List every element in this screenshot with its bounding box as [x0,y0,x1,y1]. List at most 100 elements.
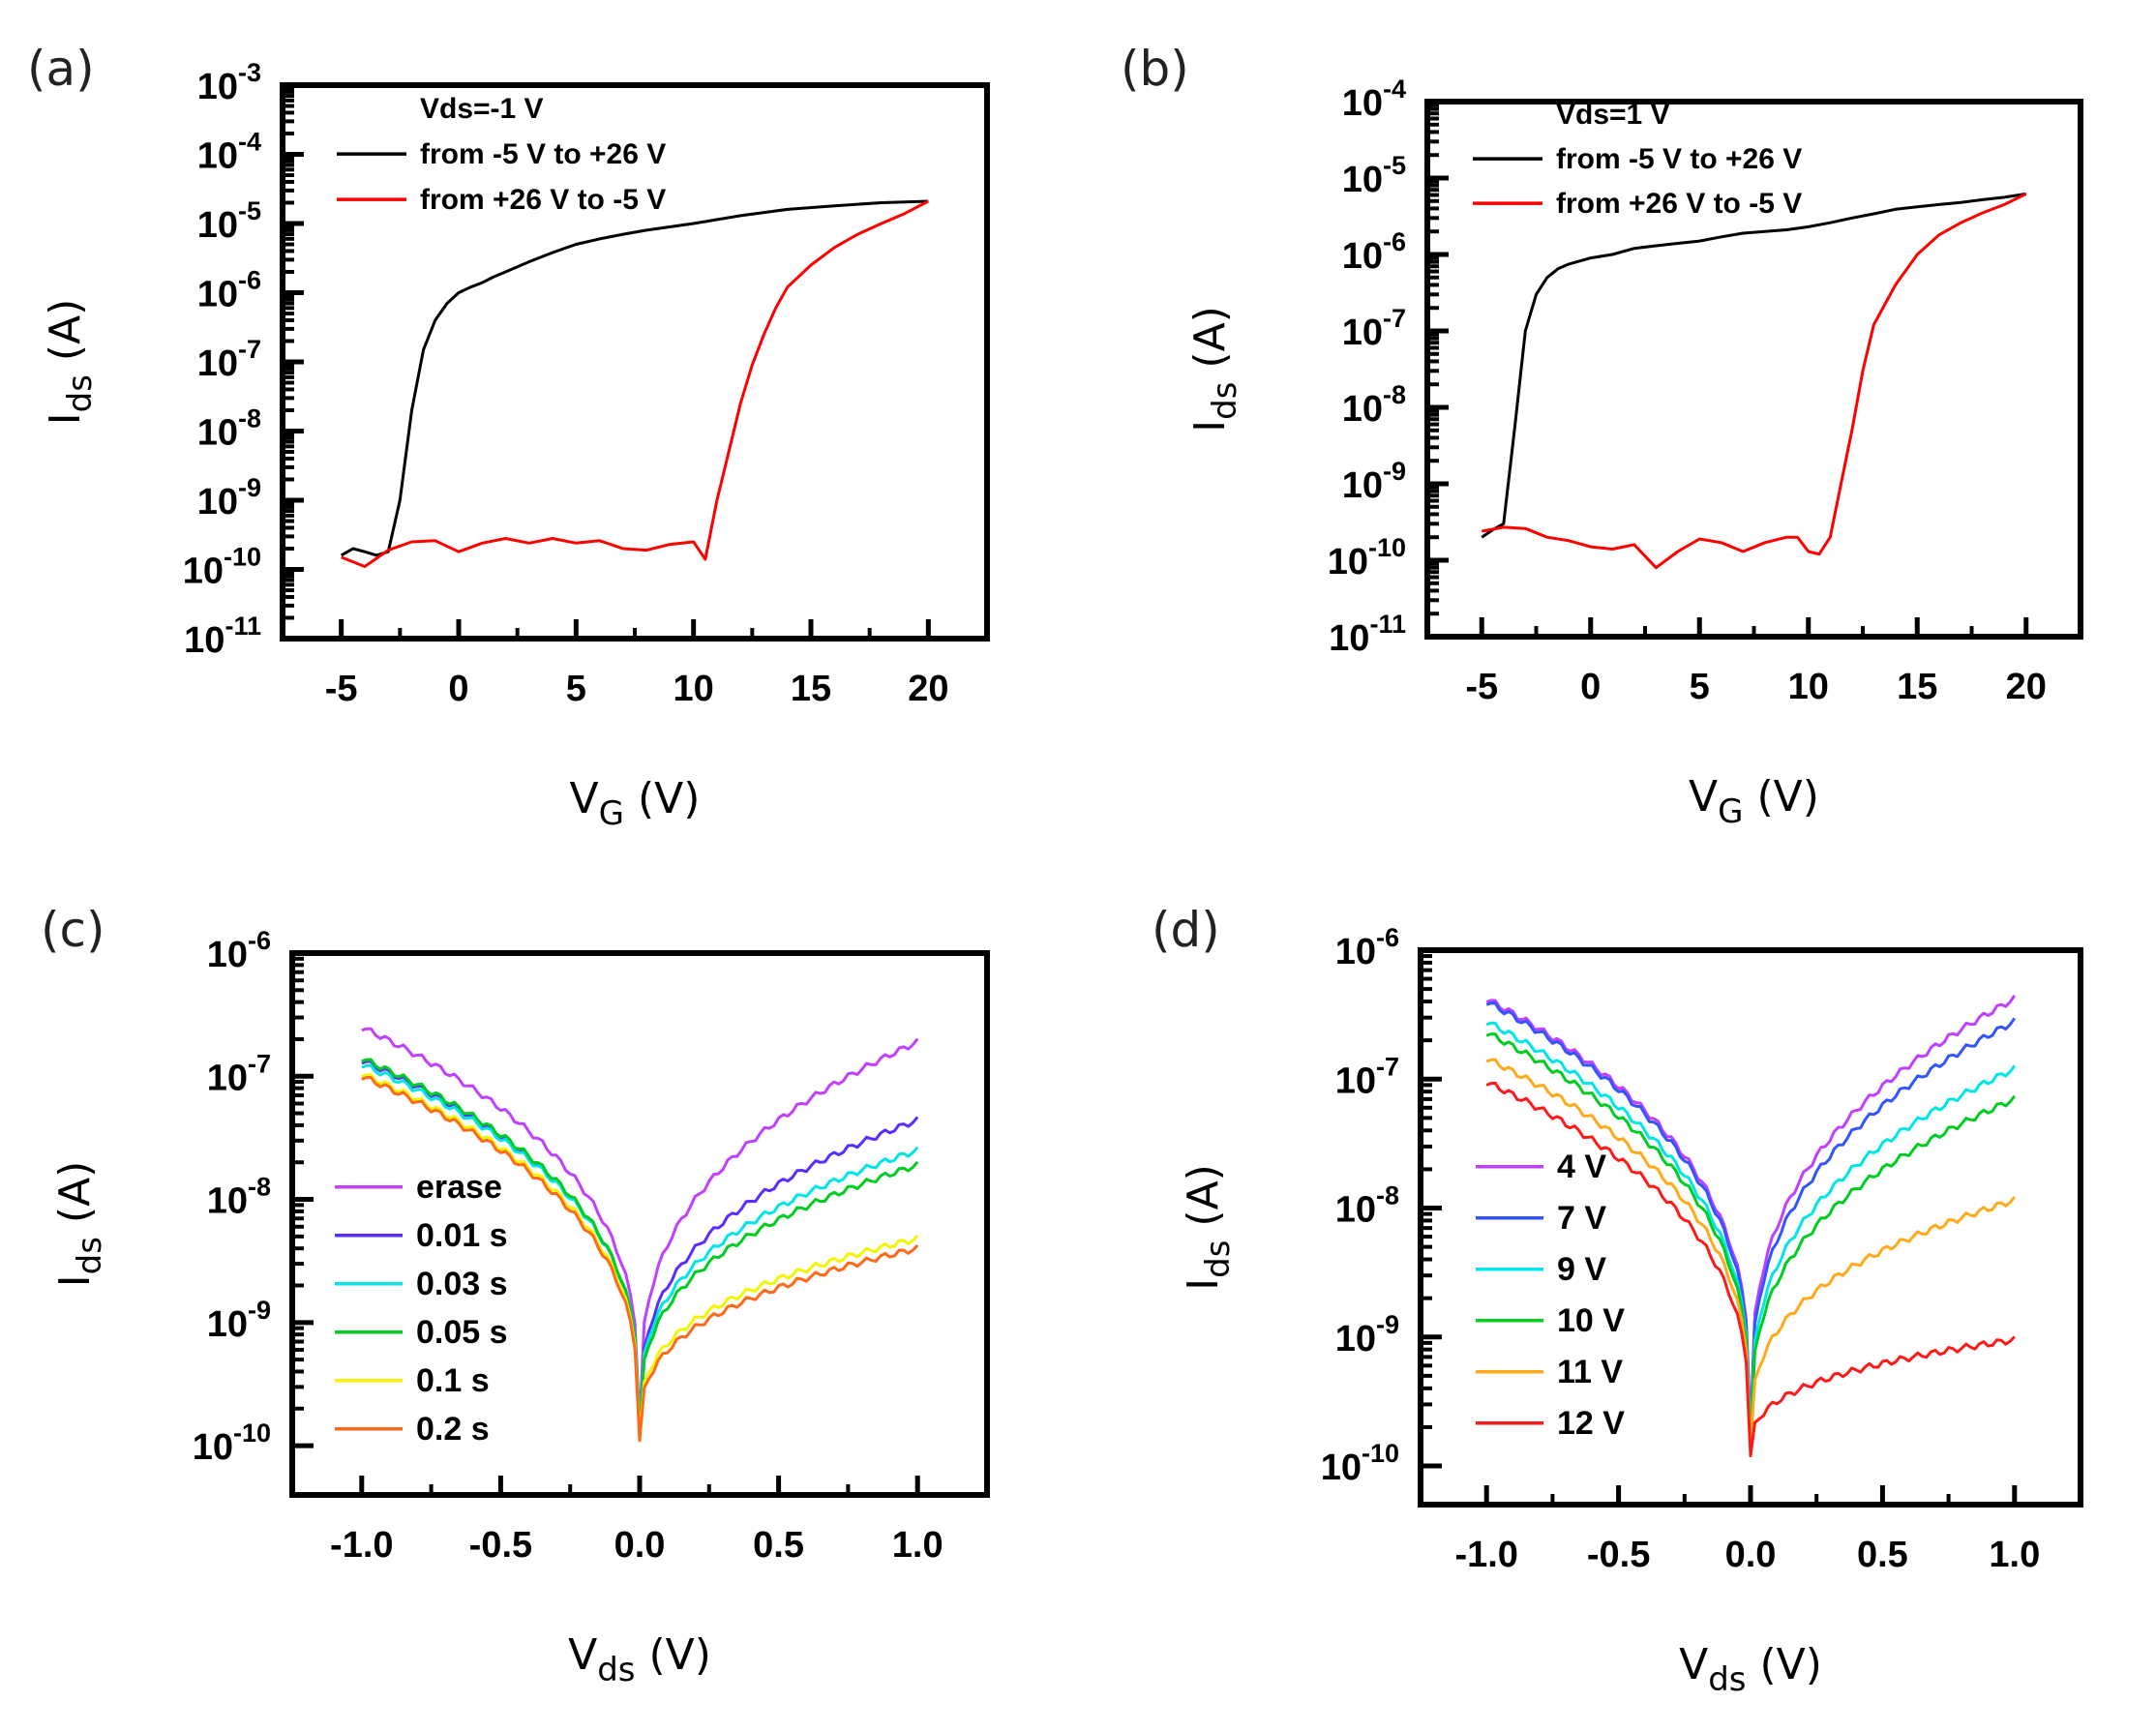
y-tick-base: 10 [1329,618,1369,659]
x-axis-title: VG (V) [570,774,701,833]
y-tick-base: 10 [1342,313,1383,353]
legend-label-6: 0.2 s [416,1411,490,1448]
series-line-2 [341,199,929,568]
y-tick-base: 10 [184,620,225,661]
legend-label-2: 0.01 s [416,1217,508,1254]
y-tick-base: 10 [197,413,238,454]
series-line-6 [1485,1081,2016,1457]
series-line-2 [1482,193,2027,570]
y-tick-base: 10 [197,136,238,177]
panel-label-a: (a) [27,41,95,97]
y-axis-title-main: I [41,412,90,425]
x-tick-label: 0.5 [753,1525,804,1566]
y-tick-base: 10 [1335,932,1376,972]
y-tick-base: 10 [197,275,238,315]
x-tick-label: 0 [1580,667,1601,707]
y-tick-label: 10-8 [197,404,261,454]
y-axis-title-unit: (A) [41,299,90,374]
y-tick-label: 10-3 [197,58,261,107]
y-tick-base: 10 [1342,236,1383,277]
y-tick-exponent: -10 [233,1418,271,1448]
y-tick-exponent: -11 [1369,610,1406,639]
series-line-1 [340,199,929,557]
y-tick-exponent: -5 [238,196,261,225]
y-tick-exponent: -10 [224,543,261,572]
panel-label-b: (b) [1121,41,1189,97]
y-axis-title-sub: ds [71,1237,109,1274]
legend-label-1: 4 V [1557,1149,1606,1185]
legend-label-4: 0.05 s [416,1314,508,1351]
legend-label-2: 7 V [1557,1200,1606,1237]
legend-label-3: 0.03 s [416,1266,508,1302]
y-axis-title-sub: ds [1199,1240,1238,1278]
x-axis-title-main: V [570,774,599,823]
y-tick-exponent: -5 [1383,151,1406,180]
y-tick-label: 10-8 [207,1173,271,1222]
y-tick-exponent: -9 [1376,1310,1399,1339]
y-tick-base: 10 [207,1304,248,1345]
y-tick-base: 10 [1335,1190,1376,1231]
y-axis-title-unit: (A) [1185,306,1235,381]
y-tick-base: 10 [1342,160,1383,200]
legend-label-1: from -5 V to +26 V [1556,143,1802,175]
y-tick-exponent: -7 [248,1049,271,1078]
y-tick-base: 10 [1342,465,1383,506]
x-axis-title-sub: ds [1708,1660,1746,1699]
y-tick-label: 10-4 [197,128,261,177]
y-tick-base: 10 [1342,389,1383,430]
y-tick-exponent: -8 [248,1173,271,1202]
y-tick-exponent: -8 [1376,1181,1399,1210]
x-axis-title-unit: (V) [635,1630,710,1680]
y-tick-exponent: -9 [1383,457,1406,486]
y-tick-label: 10-4 [1342,75,1406,124]
y-tick-base: 10 [183,552,224,592]
y-tick-exponent: -10 [1362,1439,1399,1468]
x-axis-title: Vds (V) [568,1630,711,1689]
x-tick-label: 1.0 [1989,1535,2040,1575]
y-tick-base: 10 [207,1181,248,1222]
y-axis-title: Ids (A) [50,1161,109,1288]
y-tick-exponent: -7 [1383,304,1406,333]
x-tick-label: 10 [674,669,714,709]
y-tick-label: 10-5 [197,196,261,246]
y-tick-label: 10-11 [1329,610,1406,659]
plot-frame [1424,99,2083,640]
y-tick-base: 10 [1328,542,1368,582]
x-axis-title-main: V [568,1630,597,1680]
x-tick-label: 10 [1788,667,1829,707]
x-tick-label: 5 [1690,667,1710,707]
y-tick-label: 10-5 [1342,151,1406,200]
x-axis-title-main: V [1679,1640,1708,1689]
panel-label-d: (d) [1152,902,1220,958]
x-axis-title-sub: G [1718,792,1743,831]
y-tick-exponent: -7 [1376,1052,1399,1081]
y-tick-label: 10-10 [183,543,261,592]
y-tick-label: 10-7 [1335,1052,1399,1101]
legend-label-2: from +26 V to -5 V [420,184,666,216]
x-tick-label: 5 [566,669,586,709]
y-axis-title-unit: (A) [1179,1164,1228,1239]
series-line-1 [1481,192,2027,539]
y-tick-exponent: -8 [238,404,261,433]
y-tick-exponent: -6 [1383,227,1406,256]
y-axis-title: Ids (A) [1179,1164,1238,1291]
x-tick-label: -5 [325,669,358,709]
x-tick-label: 0 [448,669,468,709]
x-axis-title-unit: (V) [1744,772,1819,821]
y-tick-exponent: -9 [248,1296,271,1325]
x-tick-label: -1.0 [330,1525,393,1566]
y-tick-base: 10 [1335,1319,1376,1359]
y-tick-exponent: -7 [238,335,261,364]
x-axis-title-unit: (V) [624,774,700,823]
legend-label-3: 9 V [1557,1251,1606,1288]
series-line-6 [361,1076,919,1443]
y-tick-exponent: -8 [1383,380,1406,409]
y-tick-label: 10-6 [197,266,261,315]
x-tick-label: -0.5 [469,1525,532,1566]
y-tick-base: 10 [1321,1448,1362,1488]
y-axis-title-sub: ds [1206,382,1244,420]
y-tick-label: 10-7 [207,1049,271,1098]
